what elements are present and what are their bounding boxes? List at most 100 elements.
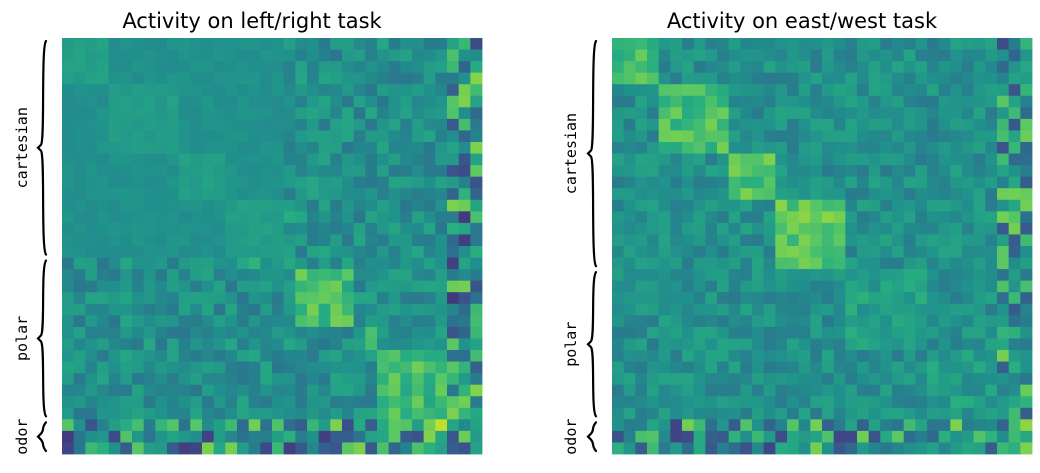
heatmap-cell [167,95,180,108]
heatmap-cell [997,61,1010,74]
heatmap-cell [693,442,706,455]
heatmap-cell [775,407,788,420]
heatmap-cell [950,430,963,443]
heatmap-cell [260,430,273,443]
heatmap-cell [845,142,858,154]
heatmap-cell [295,199,308,212]
heatmap-cell [647,211,660,224]
heatmap-cell [728,61,741,74]
heatmap-cell [798,142,811,154]
heatmap-cell [85,72,98,85]
heatmap-cell [190,61,203,74]
heatmap-cell [447,61,460,74]
heatmap-cell [120,419,133,432]
heatmap-cell [728,407,741,420]
heatmap-cell [915,326,928,339]
heatmap-cell [377,153,390,166]
heatmap-cell [377,95,390,108]
heatmap-cell [190,130,203,143]
heatmap-cell [997,165,1010,178]
heatmap-cell [705,130,718,143]
heatmap-cell [155,373,168,386]
heatmap-cell [787,303,800,316]
heatmap-cell [903,396,916,409]
heatmap-cell [108,199,121,212]
heatmap-cell [985,222,998,235]
heatmap-cell [997,326,1010,339]
heatmap-cell [377,130,390,143]
heatmap-cell [213,350,226,362]
heatmap-cell [915,384,928,397]
heatmap-cell [845,61,858,74]
heatmap-cell [400,280,413,293]
heatmap-cell [1020,315,1033,328]
heatmap-cell [248,373,261,386]
heatmap-cell [73,165,86,178]
heatmap-cell [962,407,975,420]
heatmap-cell [950,211,963,224]
heatmap-cell [612,257,625,270]
heatmap-cell [412,361,425,374]
heatmap-cell [353,384,366,397]
heatmap-cell [400,61,413,74]
heatmap-cell [927,61,940,74]
heatmap-cell [62,396,75,409]
heatmap-cell [1020,361,1033,374]
heatmap-cell [155,361,168,374]
heatmap-cell [307,222,320,235]
heatmap-cell [728,211,741,224]
heatmap-cell [787,222,800,235]
heatmap-cell [682,280,695,293]
heatmap-cell [892,246,905,258]
heatmap-cell [868,72,881,85]
heatmap-cell [927,280,940,293]
heatmap-cell [670,373,683,386]
heatmap-cell [377,280,390,293]
heatmap-cell [353,153,366,166]
heatmap-cell [868,49,881,62]
heatmap-cell [658,118,671,131]
heatmap-cell [647,246,660,258]
heatmap-cell [190,49,203,62]
heatmap-cell [682,142,695,154]
heatmap-cell [892,303,905,316]
heatmap-cell [202,361,215,374]
heatmap-cell [775,72,788,85]
heatmap-cell [845,430,858,443]
heatmap-cell [752,269,765,282]
heatmap-cell [647,361,660,374]
heatmap-cell [798,95,811,108]
heatmap-cell [880,303,893,316]
heatmap-cell [365,188,378,201]
heatmap-cell [880,72,893,85]
heatmap-cell [1020,199,1033,212]
heatmap-cell [763,407,776,420]
heatmap-cell [155,61,168,74]
heatmap-cell [412,176,425,189]
heatmap-cell [997,199,1010,212]
heatmap-cell [997,188,1010,201]
heatmap-cell [272,384,285,397]
heatmap-cell [903,384,916,397]
heatmap-cell [705,269,718,282]
heatmap-cell [705,72,718,85]
heatmap-cell [190,72,203,85]
heatmap-cell [108,153,121,166]
heatmap-cell [412,419,425,432]
heatmap-cell [985,84,998,97]
heatmap-cell [272,61,285,74]
heatmap-cell [857,72,870,85]
heatmap-cell [810,61,823,74]
heatmap-cell [1008,303,1021,316]
heatmap-cell [120,84,133,97]
heatmap-cell [612,269,625,282]
heatmap-cell [318,234,331,247]
heatmap-cell [85,396,98,409]
heatmap-cell [775,269,788,282]
heatmap-cell [752,199,765,212]
heatmap-cell [728,38,741,50]
heatmap-cell [950,292,963,305]
heatmap-cell [950,246,963,258]
heatmap-cell [962,303,975,316]
heatmap-cell [728,165,741,178]
